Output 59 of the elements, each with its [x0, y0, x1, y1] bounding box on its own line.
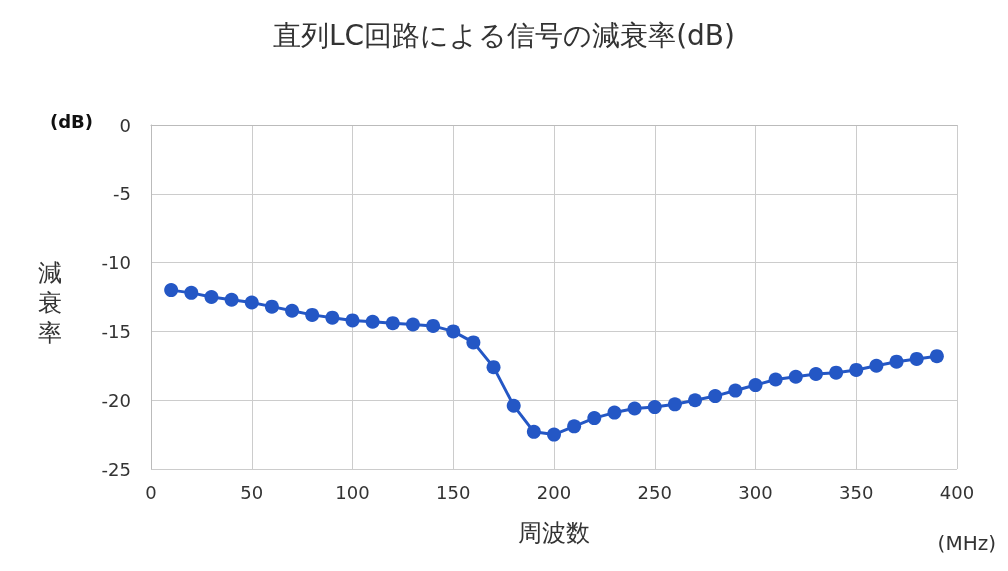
point — [889, 354, 904, 369]
y-tick-label: -15 — [101, 320, 131, 342]
x-tick-label: 50 — [240, 481, 264, 503]
point — [667, 397, 682, 412]
point — [264, 299, 279, 314]
y-tick-label: -25 — [101, 458, 131, 480]
x-tick-label: 300 — [738, 481, 773, 503]
point — [547, 427, 561, 442]
point — [909, 351, 924, 366]
y-tick-label: -10 — [101, 252, 131, 274]
point — [426, 318, 441, 333]
point — [184, 285, 199, 300]
point — [466, 335, 481, 350]
y-axis-title: 減衰率 — [38, 259, 62, 347]
point — [728, 383, 743, 398]
text: (MHz) — [937, 531, 997, 555]
point — [587, 411, 602, 426]
point — [808, 367, 823, 382]
point — [829, 365, 844, 380]
x-tick-label: 200 — [536, 481, 572, 503]
point — [305, 307, 320, 322]
point — [849, 362, 864, 377]
point — [244, 295, 259, 310]
point — [526, 424, 541, 439]
point — [224, 292, 239, 307]
y-tick-label: -20 — [101, 389, 131, 411]
point — [647, 400, 662, 415]
point — [385, 316, 400, 331]
point — [869, 358, 884, 373]
point — [929, 349, 944, 364]
point — [768, 372, 783, 387]
point — [506, 398, 521, 413]
point — [365, 314, 380, 329]
x-tick-label: 100 — [335, 481, 370, 503]
point — [345, 313, 360, 328]
point — [446, 324, 461, 339]
text: (dB) — [50, 110, 94, 132]
point — [567, 419, 582, 434]
x-axis-title: 周波数 — [518, 519, 590, 547]
chart-title: 直列LC回路による信号の減衰率(dB) — [273, 18, 735, 52]
point — [627, 401, 642, 416]
x-tick-label: 0 — [145, 481, 157, 503]
point — [688, 393, 703, 408]
point — [325, 310, 340, 325]
x-tick-label: 400 — [939, 481, 975, 503]
point — [748, 378, 763, 393]
point — [708, 389, 723, 404]
point — [164, 283, 179, 298]
y-tick-label: 0 — [119, 114, 131, 136]
point — [285, 303, 300, 318]
x-tick-label: 250 — [637, 481, 672, 503]
point — [204, 290, 219, 304]
point — [788, 369, 803, 384]
y-tick-label: -5 — [113, 183, 131, 205]
point — [486, 360, 501, 375]
x-tick-label: 350 — [839, 481, 874, 503]
point — [607, 405, 622, 420]
x-tick-label: 150 — [436, 481, 471, 503]
point — [405, 317, 420, 332]
